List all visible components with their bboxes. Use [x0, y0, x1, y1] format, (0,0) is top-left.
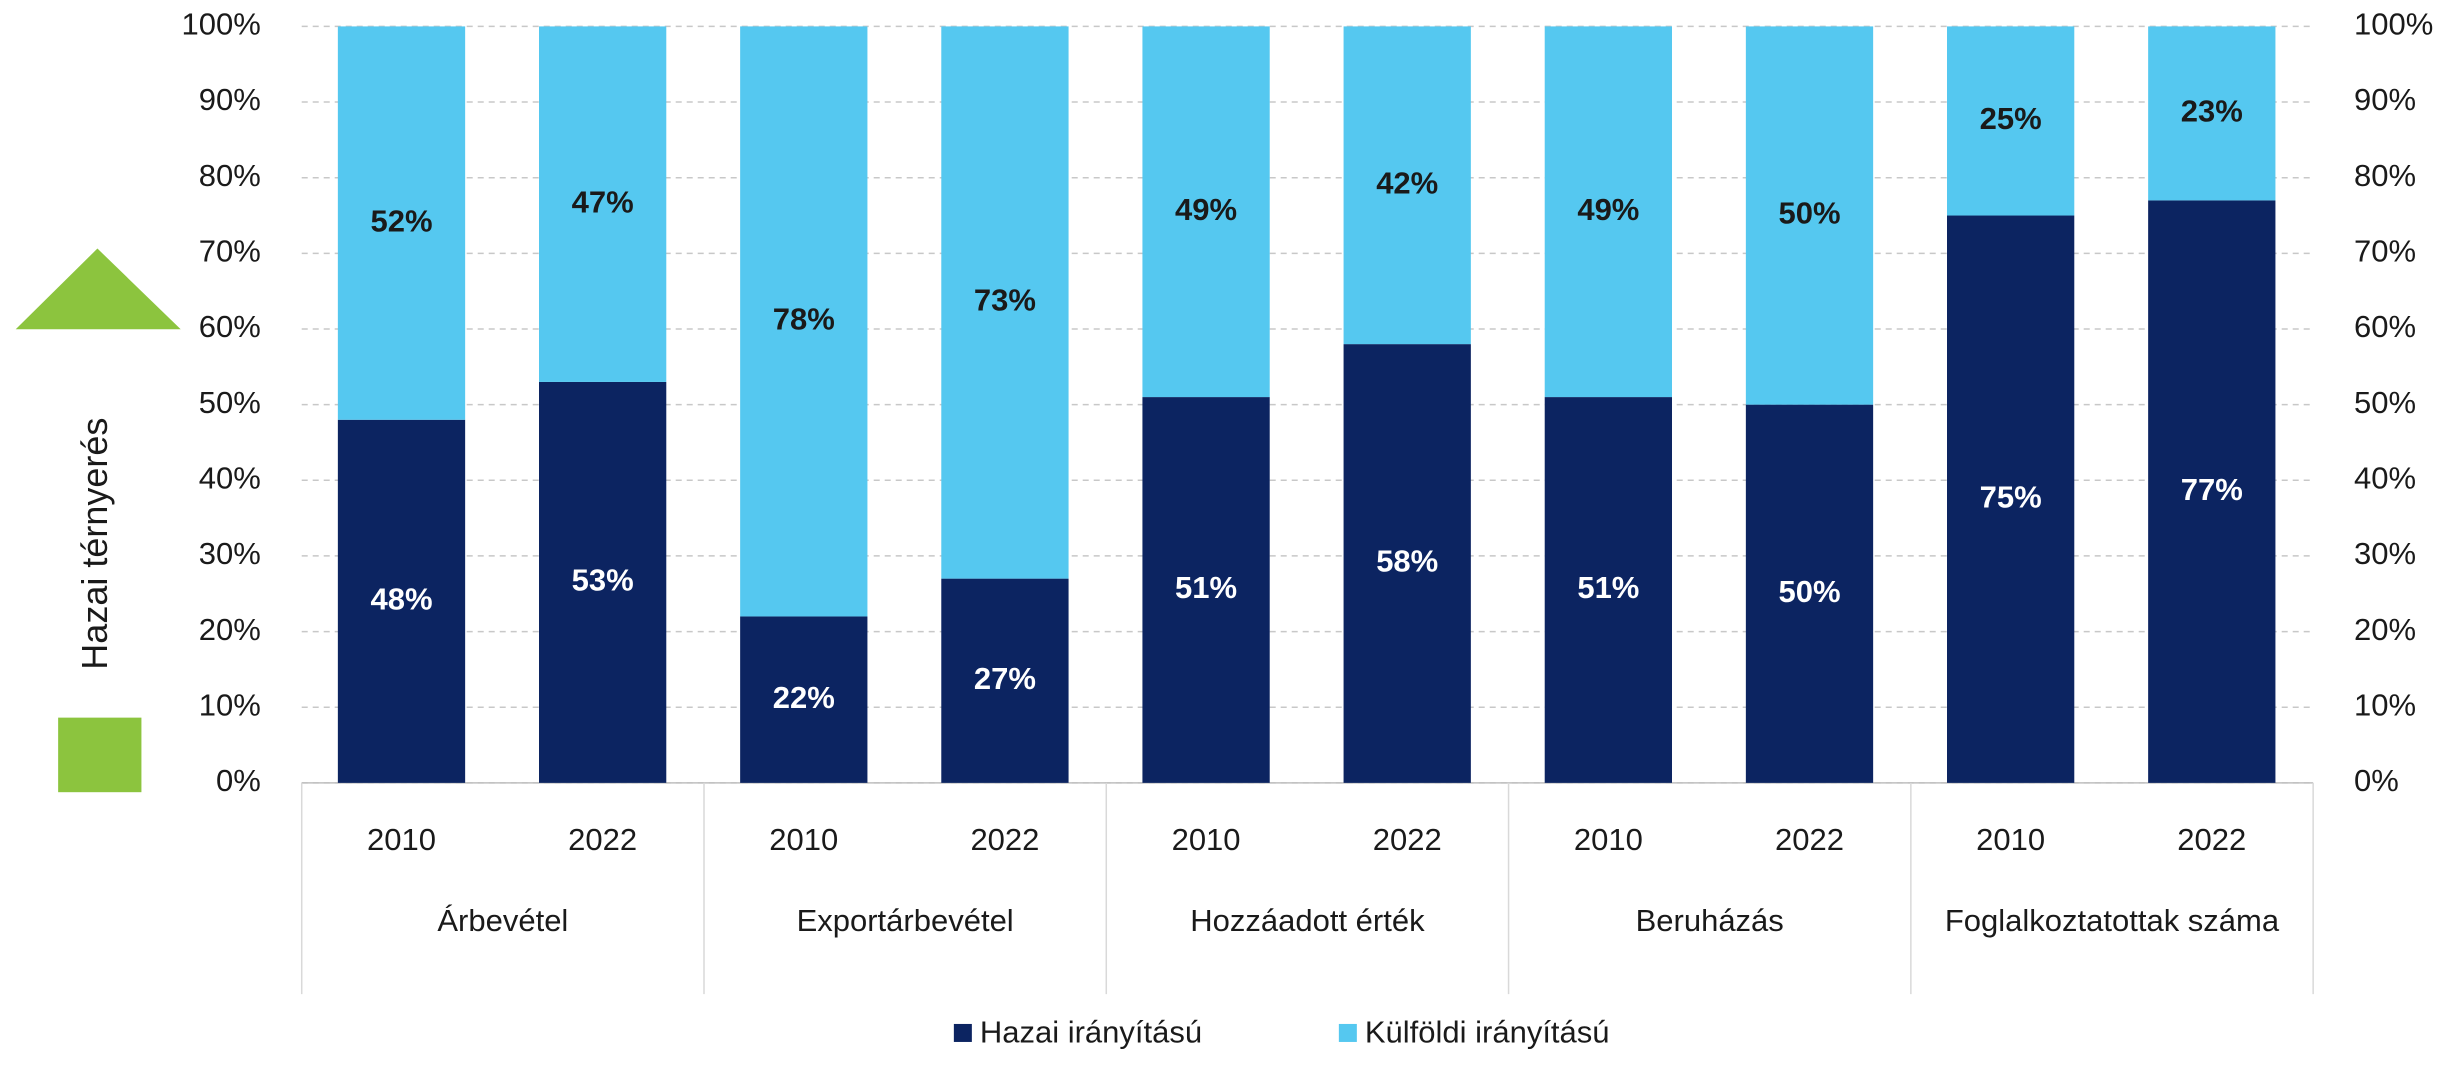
data-label: 49%: [1175, 192, 1237, 227]
y2-tick-label: 20%: [2354, 612, 2416, 647]
y-tick-label: 50%: [199, 385, 261, 420]
group-label: Hozzáadott érték: [1190, 902, 1425, 938]
y-tick-label: 70%: [199, 234, 261, 269]
bar-segment: [337, 26, 466, 420]
group-label: Exportárbevétel: [796, 902, 1014, 938]
data-label: 73%: [974, 283, 1036, 318]
arrow-head: [15, 248, 181, 330]
bar-segment: [740, 26, 868, 617]
data-label: 50%: [1778, 196, 1840, 231]
bar-segment: [1947, 215, 2075, 783]
group-label-box: Exportárbevétel: [796, 902, 1014, 938]
y2-tick-label: 0%: [2354, 763, 2399, 798]
data-label: 27%: [974, 661, 1036, 696]
y-tick-label: 60%: [199, 309, 261, 344]
data-label: 25%: [1980, 101, 2042, 136]
group-label-box: Árbevétel: [437, 902, 569, 938]
y2-tick-label: 50%: [2354, 385, 2416, 420]
y-tick-label: 40%: [199, 460, 261, 495]
data-label: 50%: [1778, 574, 1840, 609]
x-tick-label: 2022: [1775, 822, 1844, 857]
data-label: 23%: [2181, 94, 2243, 129]
data-label: 48%: [370, 582, 432, 617]
data-label: 42%: [1376, 165, 1438, 200]
x-tick-label: 2010: [1172, 822, 1241, 857]
data-label: 78%: [773, 302, 835, 337]
bar-segment: [1142, 26, 1270, 398]
y2-tick-label: 100%: [2354, 7, 2433, 42]
x-tick-label: 2010: [769, 822, 838, 857]
data-label: 53%: [572, 563, 634, 598]
bar-segment: [337, 419, 466, 783]
data-label: 77%: [2181, 472, 2243, 507]
y-tick-label: 80%: [199, 158, 261, 193]
x-tick-label: 2022: [568, 822, 637, 857]
data-label: 47%: [572, 184, 634, 219]
group-label-box: Hozzáadott érték: [1190, 902, 1425, 938]
bar-segment: [1343, 26, 1471, 345]
bar-segment: [2148, 26, 2276, 201]
bar-segment: [1544, 397, 1672, 783]
y2-tick-label: 40%: [2354, 460, 2416, 495]
x-tick-label: 2010: [1574, 822, 1643, 857]
y2-tick-label: 30%: [2354, 536, 2416, 571]
bar-segment: [740, 616, 868, 783]
bar-segment: [1745, 404, 1874, 783]
y-tick-label: 10%: [199, 687, 261, 722]
bar-segment: [1745, 26, 1874, 405]
bar-segment: [1142, 397, 1270, 783]
bar-segment: [941, 26, 1069, 579]
bar-segment: [2148, 200, 2276, 783]
bar-segment: [1947, 26, 2075, 216]
group-label: Beruházás: [1635, 902, 1784, 938]
arrow-base: [58, 717, 142, 793]
legend-swatch: [953, 1023, 972, 1042]
x-tick-label: 2022: [2177, 822, 2246, 857]
y2-tick-label: 70%: [2354, 234, 2416, 269]
y2-tick-label: 60%: [2354, 309, 2416, 344]
bar-segment: [1544, 26, 1672, 398]
data-label: 22%: [773, 680, 835, 715]
x-tick-label: 2022: [970, 822, 1039, 857]
x-tick-label: 2010: [1976, 822, 2045, 857]
group-label-box: Beruházás: [1635, 902, 1784, 938]
data-label: 51%: [1175, 570, 1237, 605]
y-tick-label: 30%: [199, 536, 261, 571]
bar-segment: [1343, 344, 1471, 783]
data-label: 51%: [1577, 570, 1639, 605]
y-tick-label: 20%: [199, 612, 261, 647]
group-label: Foglalkoztatottak száma: [1944, 902, 2280, 938]
bar-segment: [539, 26, 667, 382]
legend-label: Külföldi irányítású: [1365, 1015, 1610, 1050]
legend-label: Hazai irányítású: [980, 1015, 1202, 1050]
y2-tick-label: 90%: [2354, 82, 2416, 117]
group-label: Árbevétel: [437, 902, 569, 938]
legend-swatch: [1338, 1023, 1357, 1042]
bar-segment: [539, 381, 667, 783]
x-tick-label: 2022: [1373, 822, 1442, 857]
x-tick-label: 2010: [367, 822, 436, 857]
annotation: Hazai térnyerés: [74, 418, 115, 670]
y-tick-label: 0%: [216, 763, 261, 798]
y-tick-label: 90%: [199, 82, 261, 117]
bar-segment: [941, 578, 1069, 783]
y-tick-label: 100%: [182, 7, 261, 42]
y2-tick-label: 10%: [2354, 687, 2416, 722]
group-label-box: Foglalkoztatottak száma: [1944, 902, 2280, 938]
data-label: 49%: [1577, 192, 1639, 227]
y2-tick-label: 80%: [2354, 158, 2416, 193]
data-label: 75%: [1980, 479, 2042, 514]
data-label: 52%: [370, 203, 432, 238]
data-label: 58%: [1376, 544, 1438, 579]
